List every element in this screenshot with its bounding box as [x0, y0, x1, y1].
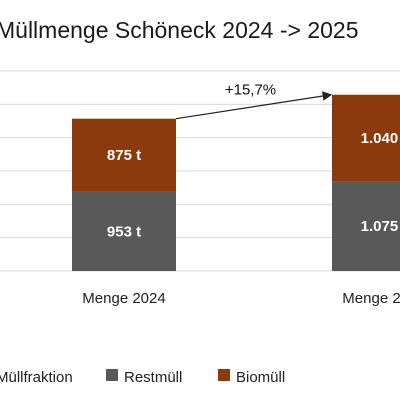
category-tick-labels: Menge 2024 Menge 2025	[82, 290, 400, 307]
x-tick-label: Menge 2025	[342, 290, 400, 307]
legend-label-biom-ll: Biomüll	[236, 369, 285, 386]
bar-biom-ll-menge-2025	[332, 94, 400, 182]
bar-restm-ll-menge-2025	[332, 181, 400, 271]
bar-restm-ll-menge-2024	[72, 191, 176, 271]
legend: Müllfraktion Restmüll Biomüll	[0, 369, 285, 386]
legend-swatch-biom-ll	[218, 369, 230, 381]
data-label-restm-ll-menge-2025: 1.075 t	[361, 218, 400, 235]
legend-swatch-restm-ll	[106, 369, 118, 381]
data-label-biom-ll-menge-2024: 875 t	[107, 147, 141, 164]
bars	[72, 94, 400, 271]
chart-title: Müllmenge Schöneck 2024 -> 2025	[0, 17, 359, 43]
bar-labels: 953 t 875 t 1.075 t 1.040 t	[107, 130, 400, 240]
legend-label-restm-ll: Restmüll	[124, 369, 182, 386]
gridlines	[0, 70, 400, 272]
bar-biom-ll-menge-2024	[72, 118, 176, 192]
data-label-biom-ll-menge-2025: 1.040 t	[361, 130, 400, 147]
x-tick-label: Menge 2024	[82, 290, 165, 307]
data-label-restm-ll-menge-2024: 953 t	[107, 223, 141, 240]
growth-annotation: +15,7%	[175, 82, 333, 120]
growth-label: +15,7%	[225, 82, 276, 99]
legend-title: Müllfraktion	[0, 369, 73, 386]
growth-arrow	[175, 91, 333, 120]
